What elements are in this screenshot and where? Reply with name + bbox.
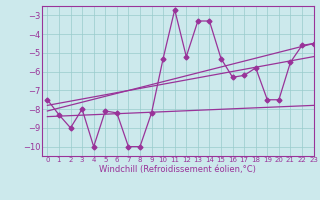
X-axis label: Windchill (Refroidissement éolien,°C): Windchill (Refroidissement éolien,°C) [99,165,256,174]
